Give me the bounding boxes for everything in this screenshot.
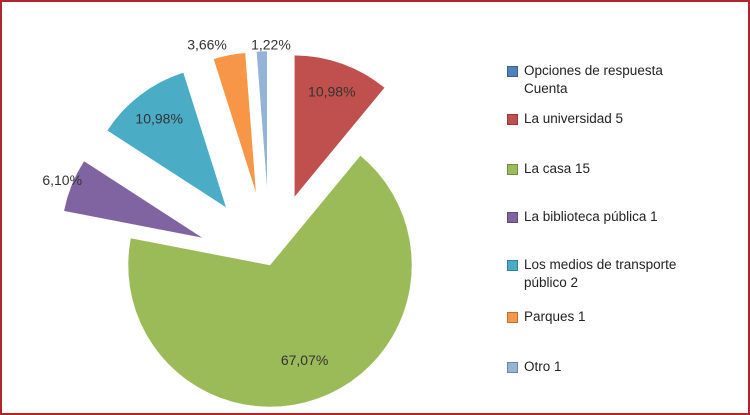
- data-label: 1,22%: [251, 37, 291, 53]
- legend-item: Los medios de transporte público 2: [507, 256, 707, 292]
- legend-item: La casa 15: [507, 160, 707, 178]
- legend-label: Opciones de respuesta Cuenta: [524, 63, 663, 96]
- legend-item: La universidad 5: [507, 110, 707, 128]
- pie-slice: [294, 54, 386, 198]
- data-label: 6,10%: [42, 172, 82, 188]
- legend-item: Otro 1: [507, 358, 707, 376]
- pie-slice: [63, 160, 204, 239]
- legend-label: La casa 15: [524, 161, 591, 176]
- legend-swatch: [507, 312, 518, 323]
- legend-item: Parques 1: [507, 308, 707, 326]
- legend-label: La universidad 5: [524, 111, 624, 126]
- legend-swatch: [507, 362, 518, 373]
- legend-label: La biblioteca pública 1: [524, 209, 658, 224]
- data-label: 67,07%: [281, 352, 328, 368]
- pie-slice: [127, 155, 413, 408]
- legend-item: La biblioteca pública 1: [507, 208, 707, 226]
- legend-label: Otro 1: [524, 359, 562, 374]
- legend-label: Los medios de transporte público 2: [524, 257, 677, 290]
- legend-item: Opciones de respuesta Cuenta: [507, 62, 707, 98]
- legend-swatch: [507, 260, 518, 271]
- pie-slice: [256, 50, 268, 194]
- legend-swatch: [507, 212, 518, 223]
- legend-swatch: [507, 114, 518, 125]
- legend-swatch: [507, 164, 518, 175]
- data-label: 10,98%: [135, 110, 182, 126]
- pie-slice: [213, 52, 257, 195]
- legend-label: Parques 1: [524, 309, 586, 324]
- pie-slice: [106, 72, 227, 209]
- legend-swatch: [507, 66, 518, 77]
- data-label: 10,98%: [308, 84, 355, 100]
- data-label: 3,66%: [187, 37, 227, 53]
